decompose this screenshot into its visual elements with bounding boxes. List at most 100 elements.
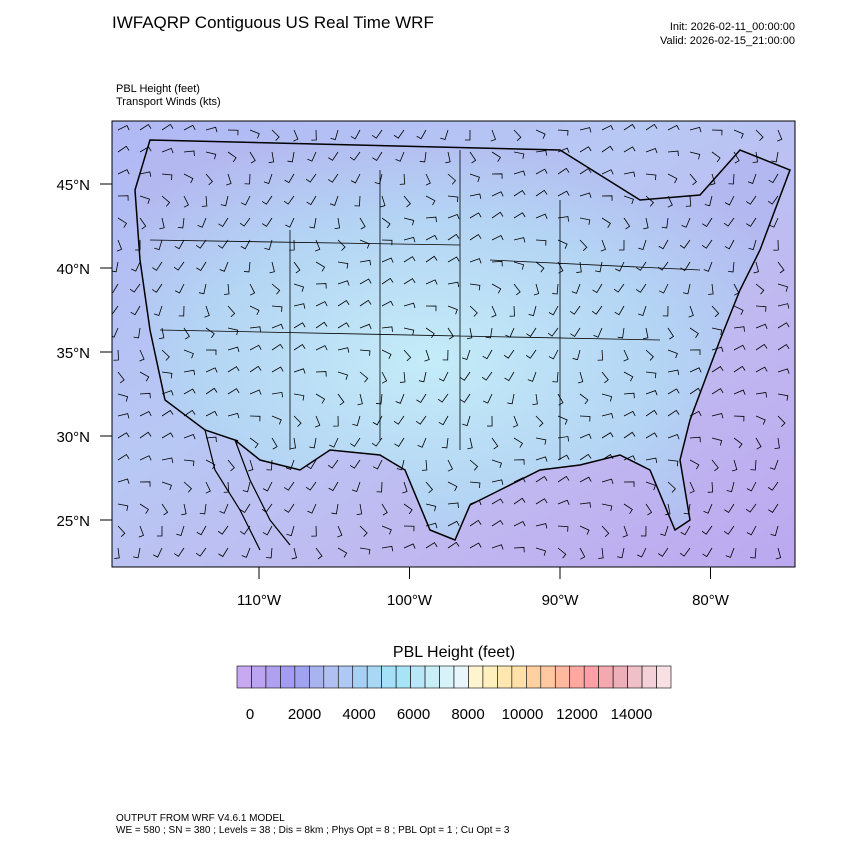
wind-barb	[613, 283, 625, 293]
wind-barb	[156, 525, 163, 537]
wind-barb	[249, 129, 260, 139]
wind-barb	[617, 327, 625, 339]
wind-barb	[689, 410, 702, 417]
lon-axis: 110°W 100°W 90°W 80°W	[237, 567, 730, 609]
wind-barb	[667, 459, 679, 467]
wind-barb	[667, 195, 673, 208]
wind-barb	[569, 305, 581, 315]
wind-barb	[711, 305, 720, 318]
colorbar-label: 0	[246, 706, 254, 723]
footer-line: WE = 580 ; SN = 380 ; Levels = 38 ; Dis …	[116, 825, 510, 836]
valid-time: Valid: 2026-02-15_21:00:00	[660, 35, 795, 47]
wind-barb	[513, 151, 525, 159]
colorbar-swatch	[627, 665, 643, 689]
wind-barb	[381, 217, 391, 229]
wind-barb	[117, 195, 129, 201]
wind-barb	[447, 481, 458, 492]
wind-barb	[733, 283, 740, 296]
wind-barb	[689, 481, 695, 494]
wind-barb	[337, 371, 349, 380]
wind-barb	[112, 283, 119, 294]
wind-barb	[372, 415, 383, 426]
wind-barb	[249, 415, 261, 422]
colorbar-swatch	[526, 665, 542, 689]
wind-barb	[513, 521, 526, 527]
wind-barb	[198, 283, 207, 295]
wind-barb	[293, 322, 306, 329]
wind-barb	[327, 173, 339, 183]
wind-barb	[504, 371, 515, 382]
wind-barb	[491, 151, 501, 162]
wind-barb	[227, 437, 239, 446]
lon-label: 100°W	[387, 592, 433, 609]
wind-barb	[579, 415, 591, 422]
wind-barb	[513, 129, 522, 142]
wind-barb	[601, 217, 611, 228]
wind-barb	[337, 299, 350, 307]
wind-barb	[745, 195, 757, 205]
wind-barb	[723, 217, 735, 227]
wind-barb	[152, 283, 163, 293]
wind-barb	[329, 195, 339, 206]
wind-barb	[552, 371, 559, 383]
wind-barb	[139, 195, 150, 205]
wind-barb	[701, 239, 713, 249]
wind-barb	[425, 195, 436, 206]
wind-barb	[513, 283, 521, 296]
wind-barb	[416, 129, 427, 140]
wind-barb	[491, 519, 504, 527]
wind-barb	[527, 371, 537, 382]
wind-barb	[359, 349, 371, 356]
wind-barb	[284, 173, 295, 184]
wind-barb	[129, 283, 141, 293]
wind-barb	[710, 173, 716, 186]
wind-barb	[623, 146, 636, 153]
wind-barb	[755, 283, 765, 295]
wind-barb	[485, 327, 493, 339]
baja-coast	[204, 429, 291, 551]
wind-barb	[683, 503, 691, 515]
wind-barb	[513, 237, 526, 243]
wind-barb	[708, 283, 714, 295]
wind-barb	[249, 326, 261, 332]
wind-barb	[161, 457, 174, 463]
wind-barb	[645, 409, 658, 417]
wind-barb	[579, 393, 589, 405]
wind-barb	[752, 151, 759, 164]
wind-barb	[636, 283, 647, 293]
wind-barb	[557, 499, 570, 506]
wind-barb	[552, 283, 559, 295]
wind-barb	[447, 213, 460, 220]
wind-barb	[535, 415, 544, 427]
wind-barb	[532, 393, 538, 406]
wind-barb	[271, 323, 284, 330]
wind-barb	[173, 261, 185, 271]
wind-barb	[469, 258, 482, 264]
wind-barb	[442, 349, 449, 361]
wind-barb	[579, 217, 591, 225]
wind-barb	[337, 347, 350, 353]
wind-barb	[658, 547, 669, 557]
wind-barb	[197, 217, 207, 228]
wind-barb	[724, 195, 735, 206]
wind-barb	[337, 547, 348, 558]
wind-barb	[161, 195, 171, 207]
wind-barb	[117, 503, 129, 511]
wind-barb	[356, 503, 363, 516]
wind-barb	[771, 151, 779, 163]
wind-barb	[425, 173, 431, 186]
wind-barb	[117, 454, 130, 461]
wind-barb	[161, 432, 174, 439]
wind-barb	[205, 481, 211, 494]
wind-barb	[733, 344, 746, 351]
wind-barb	[381, 545, 394, 552]
wind-barb	[113, 349, 119, 361]
wind-barb	[424, 349, 430, 362]
wind-barb	[614, 305, 625, 316]
wind-barb	[381, 525, 392, 535]
lat-label: 35°N	[56, 345, 90, 362]
wind-barbs	[112, 123, 790, 560]
wind-barb	[349, 151, 361, 161]
wind-barb	[161, 173, 173, 181]
wind-barb	[526, 327, 537, 337]
